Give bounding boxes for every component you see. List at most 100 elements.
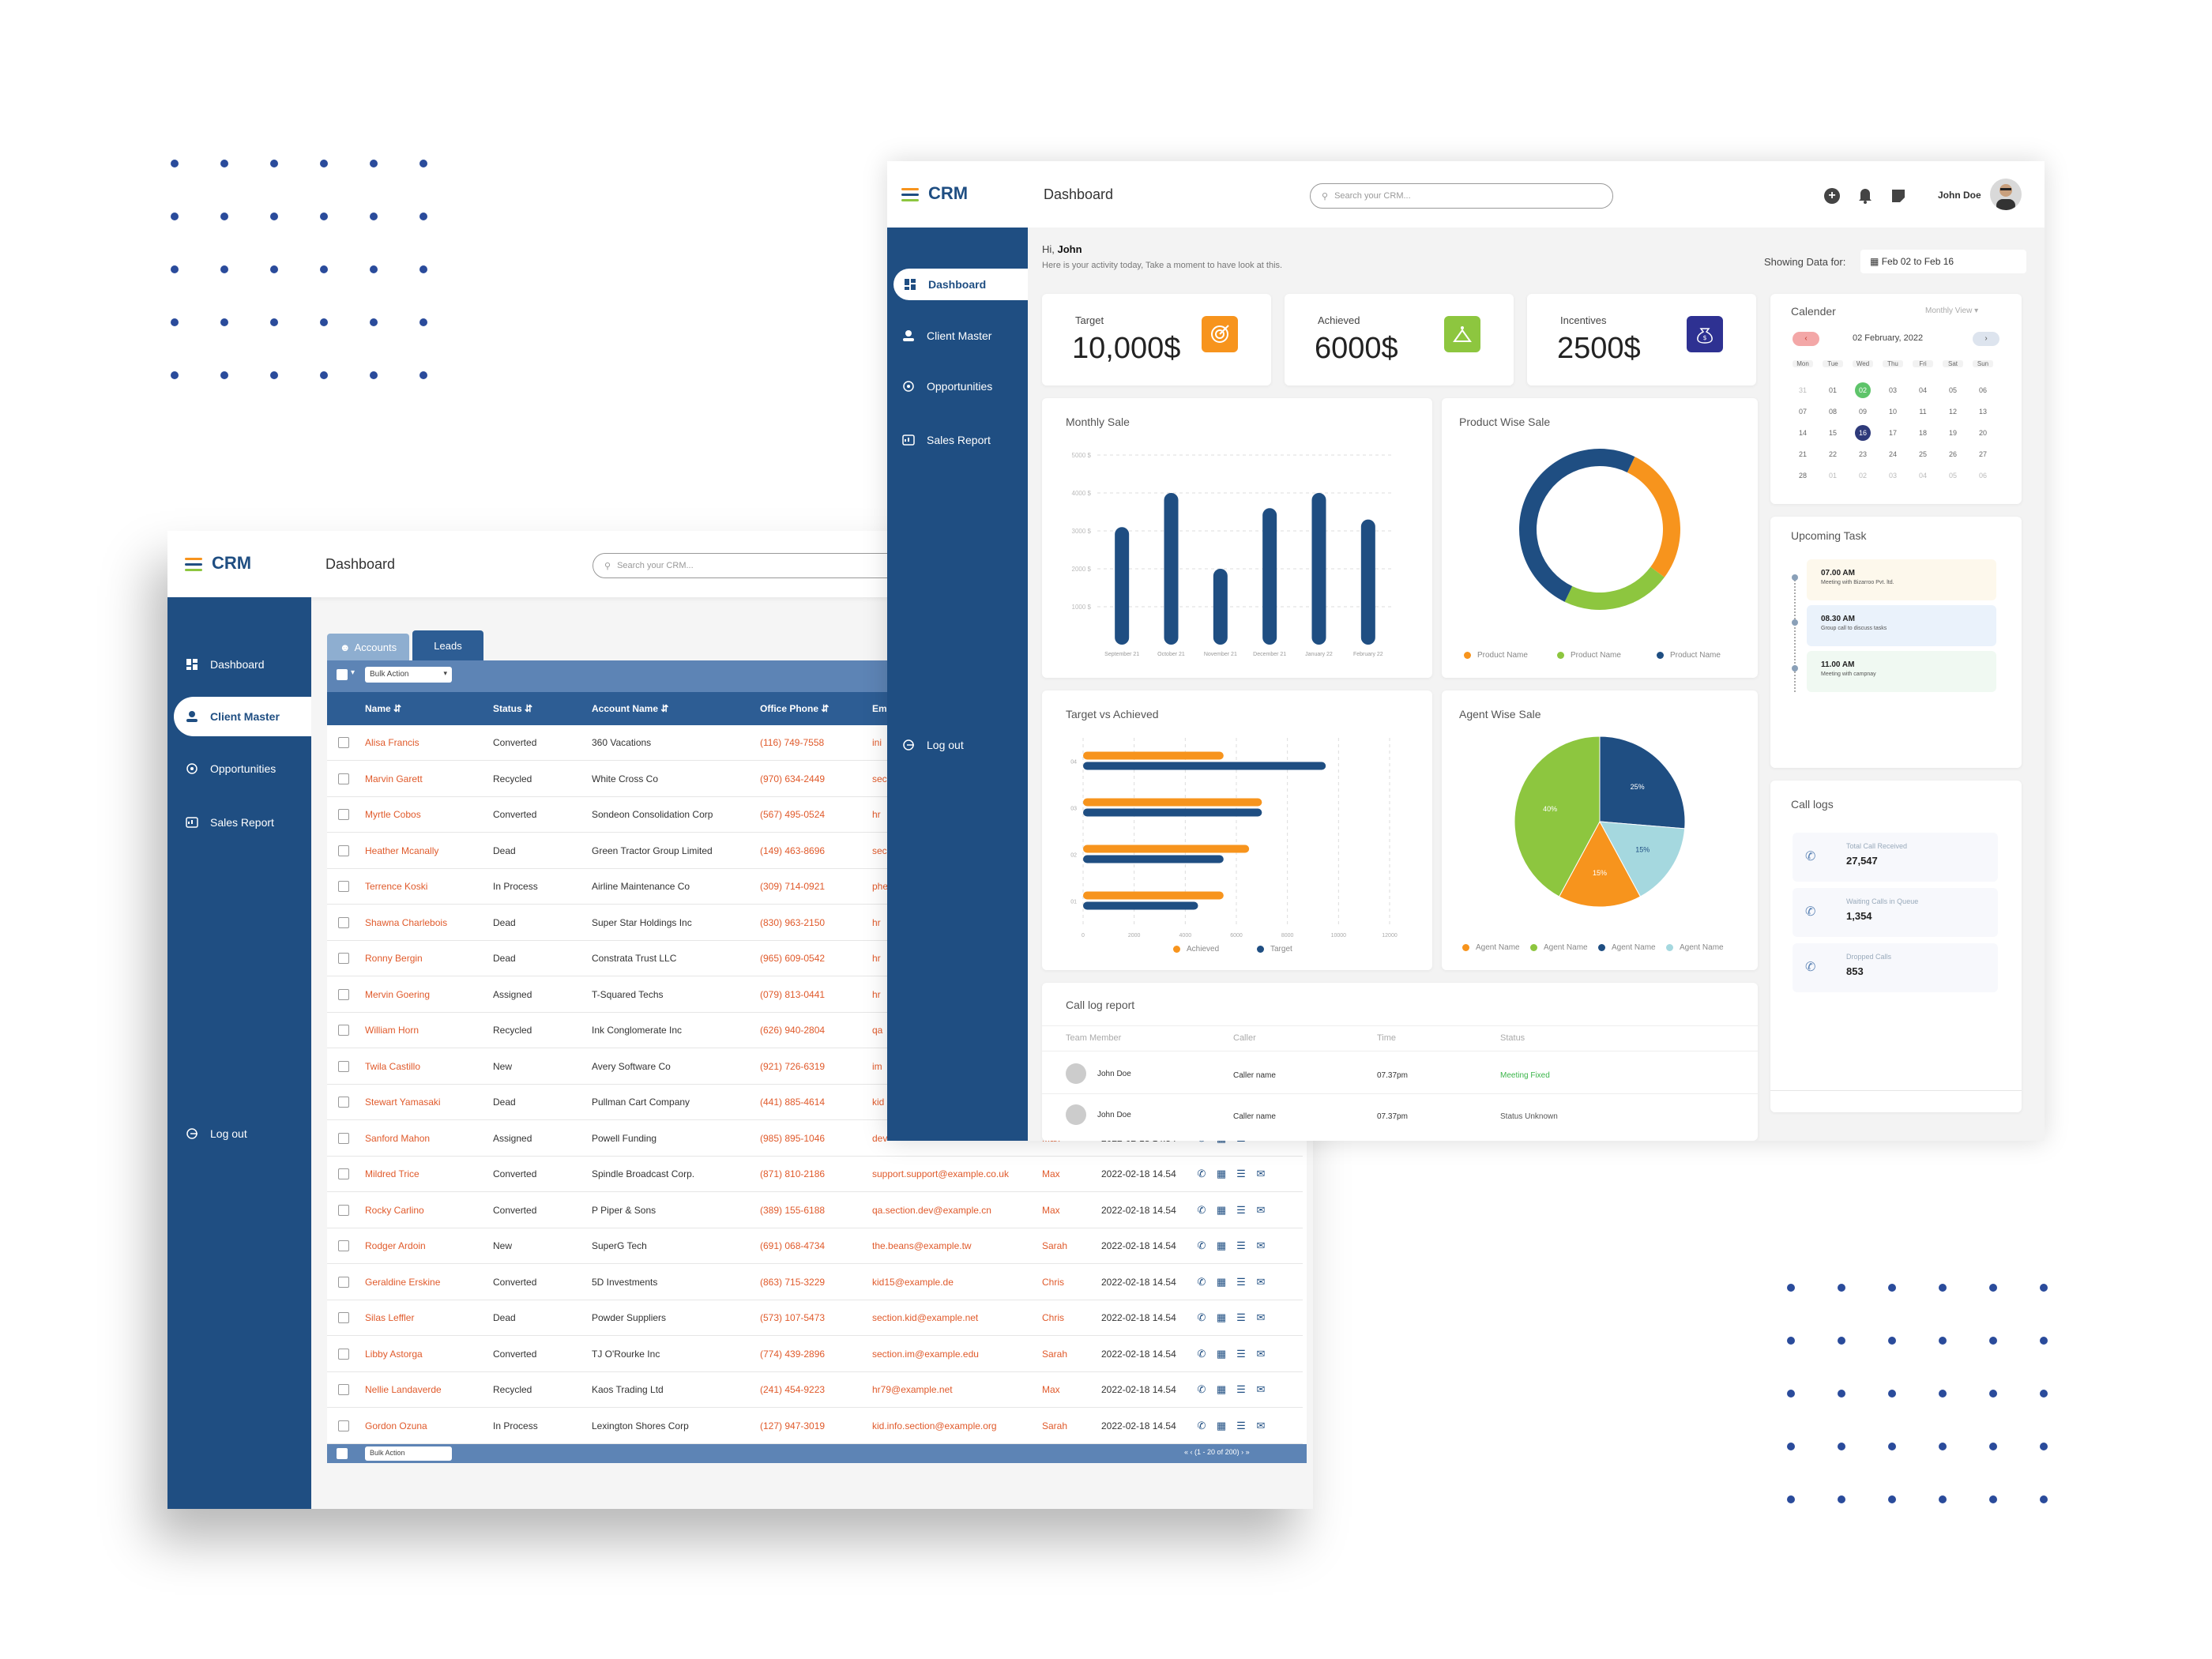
add-icon[interactable]: + — [1824, 188, 1840, 204]
lead-phone[interactable]: (871) 810-2186 — [760, 1168, 826, 1179]
table-row[interactable]: Myrtle Cobos Converted Sondeon Consolidati… — [327, 797, 1303, 833]
row-checkbox[interactable] — [338, 1276, 349, 1288]
phone-icon[interactable]: ✆ — [1197, 1383, 1206, 1395]
search-input[interactable]: ⚲ Search your CRM... — [592, 553, 908, 578]
bell-icon[interactable] — [1857, 186, 1873, 208]
lead-email[interactable]: kid.info.section@example.org — [872, 1420, 997, 1431]
lead-phone[interactable]: (830) 963-2150 — [760, 916, 826, 928]
task-item[interactable]: 11.00 AM Meeting with campnay — [1807, 651, 1996, 692]
mail-icon[interactable]: ✉ — [1256, 1168, 1266, 1179]
search-input[interactable]: ⚲ Search your CRM... — [1310, 183, 1613, 209]
calendar-icon[interactable]: ▦ — [1216, 1275, 1227, 1288]
mail-icon[interactable]: ✉ — [1256, 1203, 1266, 1216]
sidebar-item-dashboard[interactable]: Dashboard — [893, 269, 1028, 300]
lead-email[interactable]: the.beans@example.tw — [872, 1240, 972, 1251]
row-checkbox[interactable] — [338, 916, 349, 928]
table-row[interactable]: Shawna Charlebois Dead Super Star Holdings… — [327, 905, 1303, 941]
list-icon[interactable]: ☰ — [1236, 1383, 1246, 1395]
row-checkbox[interactable] — [338, 1240, 349, 1251]
sidebar-item-sales-report[interactable]: Sales Report — [901, 420, 1028, 460]
logout-button[interactable]: Log out — [901, 725, 1028, 765]
lead-phone[interactable]: (309) 714-0921 — [760, 881, 826, 892]
lead-phone[interactable]: (691) 068-4734 — [760, 1240, 826, 1251]
lead-email[interactable]: kid15@example.de — [872, 1276, 954, 1288]
lead-name-link[interactable]: William Horn — [365, 1025, 419, 1036]
calendar-day[interactable]: 22 — [1828, 450, 1837, 458]
lead-email[interactable]: section.kid@example.net — [872, 1312, 979, 1323]
select-all-checkbox[interactable] — [337, 669, 348, 680]
table-row[interactable]: Nellie Landaverde Recycled Kaos Trading Lt… — [327, 1372, 1303, 1408]
column-header-account[interactable]: Account Name ⇵ — [592, 703, 669, 714]
call-stat-waiting[interactable]: ✆ Waiting Calls in Queue 1,354 — [1793, 888, 1998, 937]
lead-email[interactable]: qa.section.dev@example.cn — [872, 1204, 991, 1216]
calendar-day[interactable]: 04 — [1918, 472, 1927, 480]
calendar-day[interactable]: 28 — [1798, 472, 1807, 480]
list-icon[interactable]: ☰ — [1236, 1168, 1246, 1179]
table-row[interactable]: Heather Mcanally Dead Green Tractor Group … — [327, 833, 1303, 869]
table-row[interactable]: Stewart Yamasaki Dead Pullman Cart Company… — [327, 1085, 1303, 1120]
calendar-day[interactable]: 09 — [1858, 408, 1867, 416]
menu-logo-icon[interactable] — [901, 188, 919, 202]
table-row[interactable]: Libby Astorga Converted TJ O'Rourke Inc (77… — [327, 1337, 1303, 1372]
lead-phone[interactable]: (149) 463-8696 — [760, 845, 826, 856]
calendar-day[interactable]: 31 — [1798, 386, 1807, 394]
calendar-icon[interactable]: ▦ — [1216, 1168, 1227, 1179]
calendar-day[interactable]: 24 — [1888, 450, 1897, 458]
row-checkbox[interactable] — [338, 737, 349, 748]
row-checkbox[interactable] — [338, 845, 349, 856]
calendar-day[interactable]: 08 — [1828, 408, 1837, 416]
calendar-day[interactable]: 10 — [1888, 408, 1897, 416]
phone-icon[interactable]: ✆ — [1197, 1275, 1206, 1288]
prev-month-button[interactable]: ‹ — [1793, 332, 1819, 346]
task-item[interactable]: 08.30 AM Group call to discuss tasks — [1807, 605, 1996, 646]
lead-name-link[interactable]: Heather Mcanally — [365, 845, 439, 856]
calendar-day[interactable]: 23 — [1858, 450, 1867, 458]
lead-phone[interactable]: (774) 439-2896 — [760, 1348, 826, 1360]
mail-icon[interactable]: ✉ — [1256, 1347, 1266, 1360]
row-checkbox[interactable] — [338, 1204, 349, 1216]
calendar-day[interactable]: 17 — [1888, 429, 1897, 437]
lead-name-link[interactable]: Marvin Garett — [365, 773, 423, 784]
mail-icon[interactable]: ✉ — [1256, 1419, 1266, 1431]
calendar-day[interactable]: 04 — [1918, 386, 1927, 394]
calendar-day[interactable]: 26 — [1948, 450, 1957, 458]
calendar-day[interactable]: 02 — [1855, 382, 1871, 398]
lead-name-link[interactable]: Geraldine Erskine — [365, 1276, 441, 1288]
table-row[interactable]: Alisa Francis Converted 360 Vacations (116)… — [327, 725, 1303, 761]
lead-phone[interactable]: (970) 634-2449 — [760, 773, 826, 784]
row-checkbox[interactable] — [338, 1060, 349, 1072]
calendar-day[interactable]: 01 — [1828, 472, 1837, 480]
phone-icon[interactable]: ✆ — [1197, 1311, 1206, 1323]
calendar-day[interactable]: 20 — [1978, 429, 1987, 437]
lead-email[interactable]: hr — [872, 988, 881, 1000]
lead-email[interactable]: dev — [872, 1132, 888, 1144]
table-row[interactable]: Rodger Ardoin New SuperG Tech (691) 068-473… — [327, 1228, 1303, 1264]
lead-phone[interactable]: (116) 749-7558 — [760, 737, 825, 748]
calendar-day[interactable]: 06 — [1978, 386, 1987, 394]
lead-name-link[interactable]: Mervin Goering — [365, 988, 431, 1000]
list-icon[interactable]: ☰ — [1236, 1419, 1246, 1431]
lead-name-link[interactable]: Twila Castillo — [365, 1060, 421, 1072]
calendar-day[interactable]: 16 — [1855, 425, 1871, 441]
lead-email[interactable]: ini — [872, 737, 882, 748]
lead-phone[interactable]: (241) 454-9223 — [760, 1384, 826, 1395]
lead-email[interactable]: kid — [872, 1097, 885, 1108]
column-header-status[interactable]: Status ⇵ — [493, 703, 533, 714]
table-row[interactable]: John Doe Caller name 07.37pm Meeting Fix… — [1042, 1052, 1758, 1093]
lead-name-link[interactable]: Rocky Carlino — [365, 1204, 424, 1216]
bulk-action-select-bottom[interactable]: Bulk Action — [365, 1446, 452, 1461]
first-page-button[interactable]: « — [1184, 1448, 1189, 1456]
row-checkbox[interactable] — [338, 1097, 349, 1108]
lead-phone[interactable]: (863) 715-3229 — [760, 1276, 826, 1288]
table-row[interactable]: Gordon Ozuna In Process Lexington Shores C… — [327, 1409, 1303, 1444]
lead-name-link[interactable]: Stewart Yamasaki — [365, 1097, 441, 1108]
lead-email[interactable]: hr — [872, 916, 881, 928]
lead-email[interactable]: im — [872, 1060, 882, 1072]
calendar-day[interactable]: 05 — [1948, 386, 1957, 394]
next-page-button[interactable]: › — [1241, 1448, 1244, 1456]
lead-email[interactable]: sec — [872, 773, 887, 784]
sidebar-item-sales-report[interactable]: Sales Report — [185, 803, 311, 842]
list-icon[interactable]: ☰ — [1236, 1240, 1246, 1251]
lead-name-link[interactable]: Libby Astorga — [365, 1348, 423, 1360]
table-row[interactable]: Ronny Bergin Dead Constrata Trust LLC (965)… — [327, 941, 1303, 976]
